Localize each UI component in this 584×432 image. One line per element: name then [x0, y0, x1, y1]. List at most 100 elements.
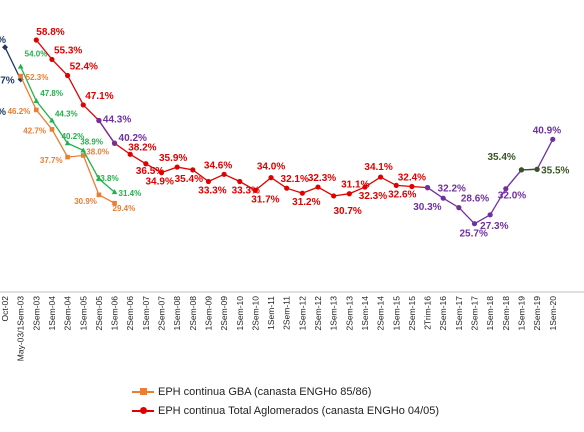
series-2 — [18, 73, 117, 206]
x-tick-label: 1Sem-09 — [203, 296, 213, 331]
data-point — [49, 56, 55, 63]
data-point — [550, 136, 556, 142]
data-point — [33, 98, 40, 104]
data-label: 34.6% — [204, 160, 232, 171]
x-tick-label: 1Sem-04 — [47, 296, 57, 331]
x-tick-label: 2Sem-14 — [376, 296, 386, 331]
data-label: 44.3% — [55, 109, 78, 118]
data-point — [112, 200, 117, 206]
x-tick-label: 2Sem-19 — [532, 296, 542, 331]
series-line — [521, 168, 538, 171]
data-point — [127, 151, 133, 157]
data-label: % — [0, 107, 6, 118]
series-3 — [17, 63, 118, 195]
x-tick-label: 1Sem-15 — [391, 296, 401, 331]
data-label: 25.7% — [460, 229, 488, 240]
legend-swatch-gba — [132, 387, 154, 397]
data-point — [440, 195, 446, 201]
data-point — [378, 174, 384, 180]
x-axis: Oct-02 May-03/1Sem-03 2Sem-03 1Sem-04 2Sem-0… — [0, 291, 584, 361]
data-point — [315, 184, 321, 190]
data-label: 33.3% — [232, 186, 260, 197]
data-label: 35.4% — [487, 152, 515, 163]
data-point — [221, 171, 227, 177]
data-label: 47.8% — [40, 89, 63, 98]
data-point — [80, 102, 86, 108]
data-point — [174, 164, 180, 170]
data-point — [49, 127, 55, 132]
data-point — [80, 153, 86, 158]
data-point — [409, 183, 415, 190]
x-tick-label: 2Sem-11 — [282, 296, 292, 330]
data-label: 32.0% — [498, 191, 526, 202]
data-label: 35.9% — [159, 153, 187, 164]
data-label-layer: % 1.7%% 52.3% 46.2% 42.7% 37.7% 38.0% 30.9% 29.4… — [0, 27, 570, 240]
data-point — [80, 147, 87, 153]
legend-swatch-total — [132, 406, 154, 416]
data-label: 32.1% — [281, 174, 309, 185]
x-tick-label: 2Sem-08 — [188, 296, 198, 331]
x-tick-label: 2Sem-09 — [219, 296, 229, 331]
x-tick-label: 1Sem-11 — [266, 296, 276, 330]
data-point — [346, 191, 352, 197]
x-tick-label: 1Sem-17 — [454, 296, 464, 331]
legend-entry-total: EPH continua Total Aglomerados (canasta … — [132, 401, 439, 420]
x-tick-label: 1Sem-19 — [516, 296, 526, 331]
x-tick-label: 2Sem-10 — [250, 296, 260, 331]
x-tick-label: 2Sem-12 — [313, 296, 323, 331]
data-point — [34, 107, 39, 113]
data-label: 31.7% — [251, 194, 279, 205]
data-point — [471, 221, 478, 227]
legend-label-gba: EPH continua GBA (canasta ENGHo 85/86) — [158, 385, 372, 398]
series-line — [4, 46, 22, 80]
data-label: 33.3% — [198, 186, 226, 197]
data-label: 36.5% — [136, 166, 164, 177]
x-tick-label: 2Sem-05 — [94, 296, 104, 331]
data-point — [158, 170, 165, 176]
data-point — [237, 178, 243, 185]
data-point — [143, 161, 149, 167]
data-point — [362, 184, 368, 190]
x-tick-label: Oct-02 — [0, 296, 10, 322]
x-tick-label: 1Sem-08 — [172, 296, 182, 331]
data-point — [393, 182, 399, 189]
data-label: 44.3% — [103, 114, 131, 125]
data-point — [503, 186, 509, 192]
x-tick-label: 2Sem-16 — [438, 296, 448, 331]
data-label: 29.4% — [113, 204, 136, 213]
legend-entry-gba: EPH continua GBA (canasta ENGHo 85/86) — [132, 382, 439, 401]
data-label: 31.2% — [292, 197, 320, 208]
data-point — [252, 187, 258, 194]
data-label: 1.7% — [0, 75, 15, 86]
data-label: 32.3% — [308, 173, 336, 184]
data-point — [487, 212, 493, 218]
data-label: 58.8% — [36, 27, 64, 38]
x-tick-label: 1Sem-10 — [235, 296, 245, 331]
x-tick-label: 2Sem-17 — [470, 296, 480, 331]
data-label: 54.0% — [25, 50, 48, 59]
data-label: 38.9% — [80, 137, 103, 146]
x-tick-label: 1Sem-06 — [110, 296, 120, 331]
data-point — [299, 190, 305, 196]
data-point — [96, 175, 102, 181]
data-label: 31.4% — [119, 189, 142, 198]
data-label: 38.2% — [128, 142, 156, 153]
x-tick-label: 2Sem-15 — [407, 296, 417, 331]
data-label: 32.6% — [388, 189, 416, 200]
x-tick-label: 2Sem-13 — [344, 296, 354, 331]
data-point — [518, 167, 525, 173]
data-label: 30.7% — [333, 206, 361, 217]
data-label: 46.2% — [8, 107, 31, 116]
x-tick-label: 2Sem-04 — [63, 296, 73, 331]
data-label: 32.4% — [398, 173, 426, 184]
x-tick-label: 1Sem-18 — [485, 296, 495, 331]
data-point — [205, 178, 212, 185]
data-point — [17, 63, 24, 69]
x-tick-label: May-03/1Sem-03 — [16, 296, 26, 361]
data-point — [331, 193, 337, 199]
data-label: 30.3% — [413, 202, 441, 213]
x-tick-label: 1Sem-05 — [78, 296, 88, 331]
data-point — [2, 44, 8, 51]
data-point — [190, 167, 196, 173]
data-label: 47.1% — [85, 91, 113, 102]
